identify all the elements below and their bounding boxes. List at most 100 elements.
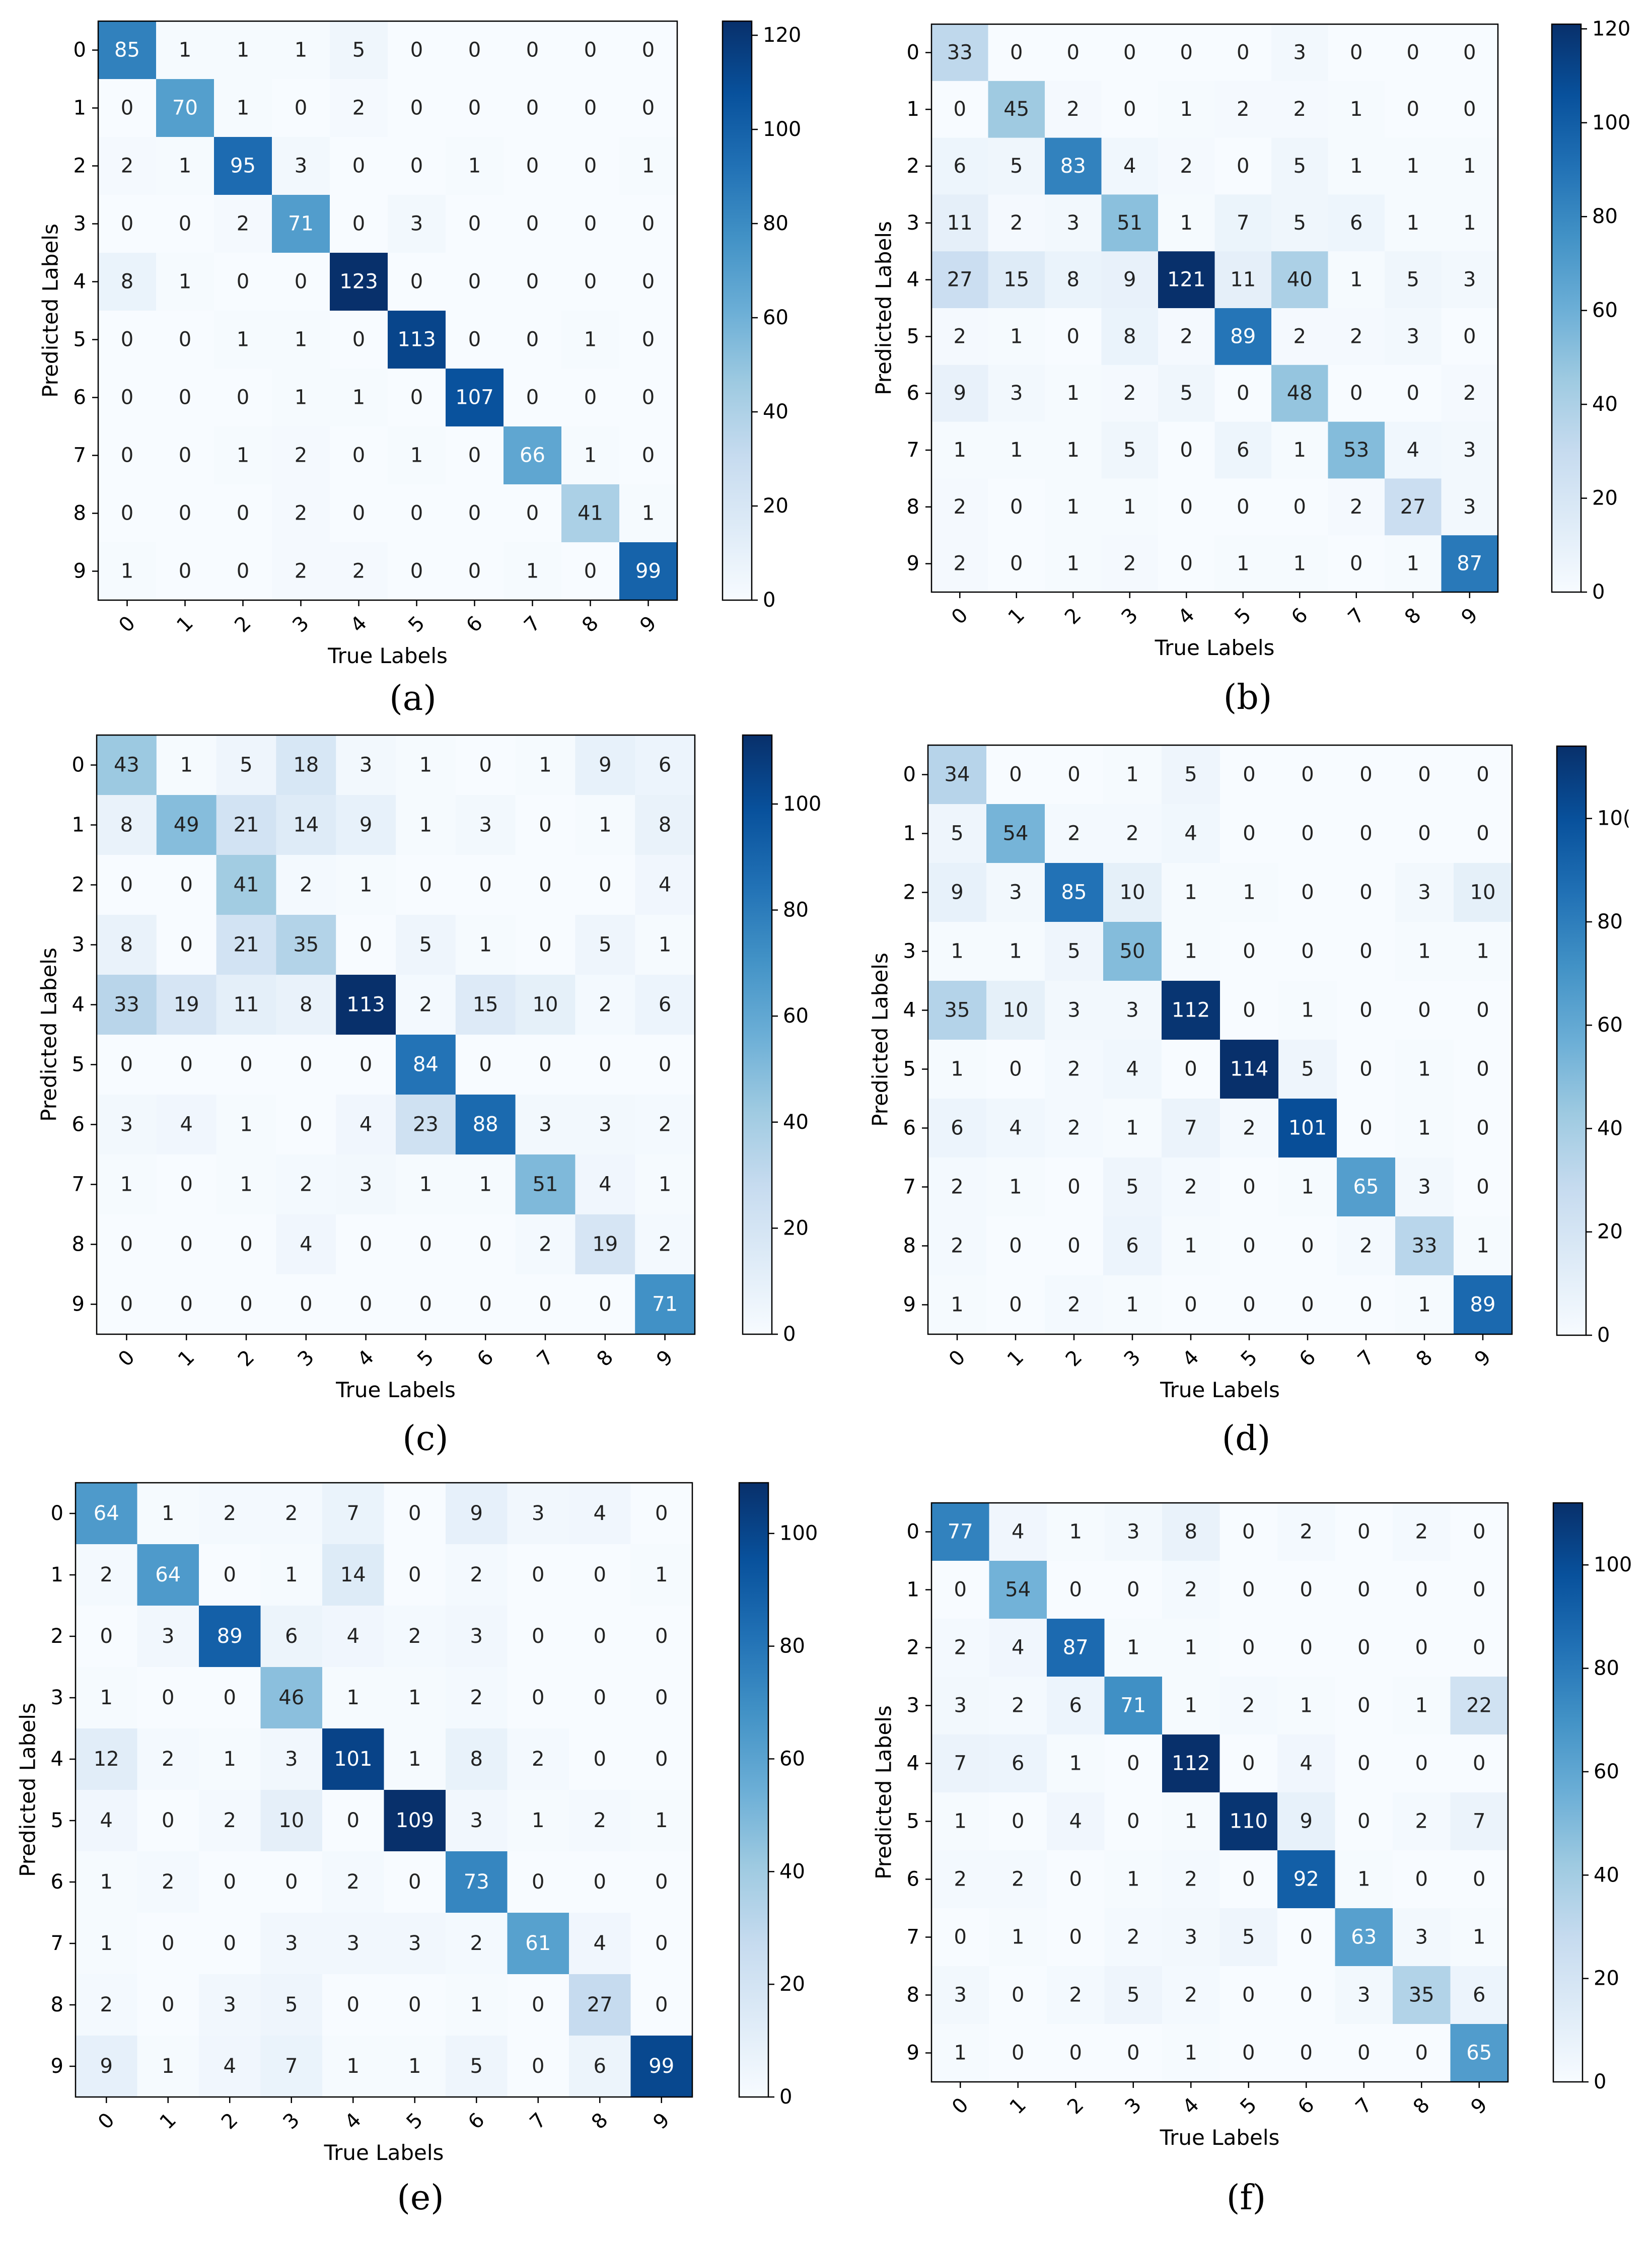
heatmap-cell bbox=[619, 21, 678, 80]
heatmap-cell bbox=[330, 311, 388, 369]
y-tick-label: 8 bbox=[907, 495, 919, 519]
x-axis-title: True Labels bbox=[327, 643, 448, 668]
cell-value-label: 1 bbox=[526, 560, 539, 583]
heatmap-cell bbox=[575, 795, 635, 855]
heatmap-cell bbox=[1162, 1040, 1220, 1099]
cell-value-label: 0 bbox=[300, 1053, 312, 1076]
cell-value-label: 0 bbox=[1010, 495, 1023, 519]
heatmap-cell bbox=[330, 195, 388, 253]
y-tick-label: 7 bbox=[903, 1176, 916, 1199]
x-tick-label: 5 bbox=[404, 612, 429, 637]
cell-value-label: 9 bbox=[470, 1502, 483, 1525]
heatmap-cell bbox=[76, 2036, 137, 2097]
colorbar-tick-label: 80 bbox=[763, 212, 788, 235]
heatmap-cell bbox=[76, 1606, 137, 1668]
cell-value-label: 2 bbox=[470, 1932, 483, 1955]
heatmap-cell bbox=[1271, 194, 1328, 252]
x-tick-label: 9 bbox=[635, 612, 661, 637]
heatmap-cell bbox=[199, 1667, 261, 1729]
heatmap-cell bbox=[446, 1728, 508, 1790]
heatmap-cell bbox=[575, 975, 635, 1035]
heatmap-cell bbox=[1450, 1966, 1509, 2024]
cell-value-label: 10 bbox=[278, 1809, 304, 1832]
cell-value-label: 0 bbox=[1359, 940, 1372, 963]
heatmap-cell bbox=[1214, 421, 1272, 479]
heatmap-cell bbox=[1162, 745, 1220, 805]
x-tick-label: 2 bbox=[217, 2109, 243, 2134]
heatmap-cell bbox=[1219, 1966, 1278, 2024]
cell-value-label: 41 bbox=[234, 874, 259, 897]
y-tick-label: 4 bbox=[51, 1748, 63, 1771]
heatmap-cell bbox=[455, 1154, 516, 1215]
cell-value-label: 3 bbox=[1126, 999, 1138, 1022]
panel-label: (c) bbox=[402, 1419, 448, 1459]
cell-value-label: 0 bbox=[584, 155, 597, 178]
cell-value-label: 3 bbox=[1010, 382, 1023, 405]
heatmap-cell bbox=[1277, 1908, 1335, 1967]
cell-value-label: 0 bbox=[347, 1993, 360, 2016]
heatmap-cell bbox=[98, 195, 157, 253]
cell-value-label: 1 bbox=[470, 1993, 483, 2016]
heatmap-cell bbox=[156, 253, 214, 311]
heatmap-cell bbox=[446, 195, 504, 253]
colorbar-tick-label: 80 bbox=[1597, 910, 1623, 933]
heatmap-cell bbox=[1162, 1966, 1220, 2024]
heatmap-cell bbox=[260, 1544, 323, 1606]
cell-value-label: 0 bbox=[1301, 1293, 1314, 1317]
cell-value-label: 0 bbox=[584, 560, 597, 583]
y-tick-label: 2 bbox=[74, 155, 86, 178]
cell-value-label: 0 bbox=[408, 1870, 421, 1894]
heatmap-cell bbox=[575, 1274, 635, 1335]
cell-value-label: 1 bbox=[1463, 211, 1476, 235]
heatmap-cell bbox=[931, 1561, 989, 1619]
heatmap-cell bbox=[97, 975, 157, 1035]
heatmap-cell bbox=[1393, 2024, 1451, 2082]
cell-value-label: 3 bbox=[360, 1173, 372, 1196]
cell-value-label: 0 bbox=[1242, 1984, 1255, 2007]
x-tick-label: 7 bbox=[520, 612, 545, 637]
cell-value-label: 0 bbox=[1463, 98, 1476, 121]
cell-value-label: 6 bbox=[659, 993, 671, 1017]
colorbar-tick-label: 40 bbox=[1597, 1117, 1623, 1140]
heatmap-cell bbox=[1450, 1677, 1509, 1735]
x-tick-label: 9 bbox=[1470, 1346, 1496, 1371]
cell-value-label: 0 bbox=[120, 1293, 133, 1316]
heatmap-cell bbox=[216, 1274, 276, 1335]
y-tick-label: 1 bbox=[51, 1563, 63, 1586]
heatmap-cell bbox=[156, 1154, 217, 1215]
cell-value-label: 0 bbox=[479, 1053, 491, 1076]
heatmap-cell bbox=[1045, 478, 1102, 536]
cell-value-label: 0 bbox=[1350, 552, 1362, 575]
cell-value-label: 0 bbox=[594, 1563, 606, 1586]
cell-value-label: 1 bbox=[1067, 439, 1080, 462]
cell-value-label: 4 bbox=[224, 2055, 236, 2078]
x-tick-label: 7 bbox=[533, 1346, 558, 1371]
heatmap-cell bbox=[1454, 922, 1513, 981]
x-tick-label: 1 bbox=[155, 2109, 181, 2134]
heatmap-cell bbox=[989, 1734, 1047, 1793]
confusion-matrix-panel: 34 0 0 1 5 0 0 0 0 05 54 2 2 4 0 0 0 0 09 3 85 10 1 1 0 0 3 101 1 5 50… bbox=[868, 744, 1631, 1459]
cell-value-label: 5 bbox=[1294, 211, 1306, 235]
cell-value-label: 0 bbox=[180, 1293, 192, 1316]
heatmap-cell bbox=[1277, 1503, 1335, 1561]
y-tick-label: 2 bbox=[907, 155, 919, 178]
cell-value-label: 7 bbox=[347, 1502, 360, 1525]
cell-value-label: 1 bbox=[954, 439, 966, 462]
x-tick-label: 7 bbox=[1353, 1346, 1379, 1371]
cell-value-label: 1 bbox=[162, 2055, 174, 2078]
cell-value-label: 0 bbox=[180, 1233, 192, 1256]
cell-value-label: 0 bbox=[179, 328, 191, 351]
cell-value-label: 1 bbox=[1357, 1868, 1370, 1891]
heatmap-cell bbox=[619, 542, 678, 601]
cell-value-label: 0 bbox=[1473, 1752, 1485, 1775]
cell-value-label: 3 bbox=[954, 1984, 967, 2007]
heatmap-cell bbox=[1454, 1099, 1513, 1158]
cell-value-label: 0 bbox=[360, 1233, 372, 1256]
heatmap-cell bbox=[76, 1790, 137, 1852]
cell-value-label: 0 bbox=[479, 874, 491, 897]
y-tick-label: 8 bbox=[72, 1233, 85, 1256]
heatmap-cell bbox=[1220, 863, 1279, 922]
cell-value-label: 2 bbox=[100, 1563, 113, 1586]
x-tick-label: 8 bbox=[1412, 1346, 1438, 1371]
heatmap-cell bbox=[931, 421, 988, 479]
